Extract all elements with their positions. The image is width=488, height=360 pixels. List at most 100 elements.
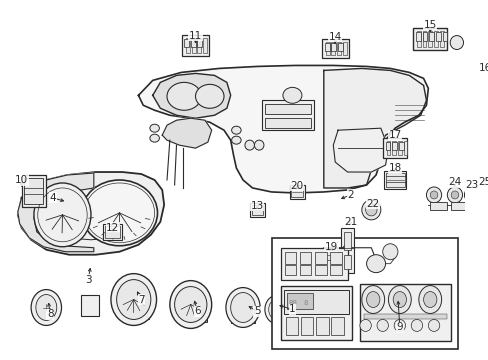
Bar — [368, 289, 426, 332]
Bar — [385, 173, 404, 187]
Bar — [281, 248, 347, 280]
Bar — [315, 252, 326, 264]
Ellipse shape — [231, 136, 241, 144]
Bar — [398, 142, 403, 150]
Ellipse shape — [477, 75, 488, 89]
Polygon shape — [333, 128, 387, 172]
Bar — [230, 300, 255, 323]
Text: 5: 5 — [253, 306, 260, 316]
Ellipse shape — [392, 292, 406, 307]
Bar — [337, 42, 342, 50]
Bar — [291, 187, 302, 197]
Ellipse shape — [81, 180, 157, 246]
Ellipse shape — [464, 187, 479, 203]
Bar — [330, 265, 341, 275]
Ellipse shape — [169, 280, 211, 328]
Ellipse shape — [283, 87, 301, 103]
Bar — [284, 289, 348, 315]
Bar — [251, 205, 263, 215]
Ellipse shape — [468, 191, 475, 199]
Ellipse shape — [36, 294, 57, 320]
Bar — [343, 232, 351, 250]
Ellipse shape — [361, 285, 384, 314]
Ellipse shape — [167, 82, 201, 110]
Bar — [386, 141, 389, 155]
Ellipse shape — [264, 296, 287, 323]
Text: 6: 6 — [194, 306, 200, 316]
Text: 23: 23 — [465, 180, 478, 190]
Bar — [363, 315, 447, 319]
Text: 18: 18 — [387, 163, 401, 173]
Ellipse shape — [365, 204, 376, 216]
Bar — [316, 318, 328, 336]
Bar — [24, 178, 43, 204]
Bar — [385, 142, 389, 150]
Polygon shape — [18, 173, 94, 252]
Ellipse shape — [361, 200, 380, 220]
Bar — [21, 175, 46, 207]
Bar — [342, 41, 346, 55]
Bar — [324, 250, 337, 260]
Bar — [439, 31, 443, 46]
Bar — [372, 315, 393, 328]
Text: 22: 22 — [366, 199, 379, 209]
Text: 4: 4 — [50, 193, 56, 203]
Polygon shape — [138, 66, 427, 193]
Bar — [391, 142, 396, 150]
Text: 25: 25 — [478, 177, 488, 187]
Ellipse shape — [404, 319, 409, 324]
Bar — [383, 171, 406, 189]
Ellipse shape — [230, 293, 255, 323]
Bar — [382, 138, 407, 158]
Bar — [203, 37, 206, 54]
Polygon shape — [323, 68, 426, 188]
Bar — [264, 104, 310, 114]
Ellipse shape — [429, 191, 437, 199]
Bar — [191, 37, 195, 54]
Text: 8: 8 — [303, 300, 307, 306]
Bar — [324, 42, 329, 50]
Bar — [300, 265, 311, 275]
Text: 10: 10 — [15, 175, 28, 185]
Text: 13: 13 — [250, 201, 264, 211]
Text: 1: 1 — [288, 305, 295, 315]
Text: 17: 17 — [387, 130, 401, 140]
Ellipse shape — [359, 319, 370, 332]
Text: 3: 3 — [84, 275, 91, 285]
Bar — [81, 294, 99, 316]
Bar — [325, 41, 329, 55]
Ellipse shape — [410, 319, 416, 324]
Text: 15: 15 — [423, 19, 436, 30]
Ellipse shape — [225, 288, 260, 328]
Text: 7: 7 — [138, 294, 144, 305]
Text: 11: 11 — [188, 31, 202, 41]
Bar — [321, 39, 348, 58]
Text: 20: 20 — [290, 181, 303, 191]
Bar — [331, 41, 335, 55]
Bar — [340, 228, 353, 273]
Ellipse shape — [393, 319, 405, 332]
Bar — [403, 141, 407, 155]
Ellipse shape — [195, 84, 224, 108]
Text: 19: 19 — [324, 242, 337, 252]
Text: 2: 2 — [346, 190, 353, 200]
Bar — [336, 41, 340, 55]
Bar — [322, 248, 339, 262]
Text: 8: 8 — [47, 310, 53, 319]
Bar — [249, 203, 264, 217]
Bar — [372, 293, 422, 311]
Ellipse shape — [244, 140, 254, 150]
Bar — [376, 297, 403, 309]
Bar — [289, 185, 304, 199]
Bar — [185, 37, 189, 54]
Bar — [472, 72, 488, 92]
Bar — [474, 75, 488, 90]
Ellipse shape — [416, 319, 422, 324]
Ellipse shape — [174, 287, 206, 323]
Bar — [176, 294, 206, 323]
Bar — [442, 32, 447, 41]
Bar — [197, 37, 201, 54]
Ellipse shape — [450, 191, 458, 199]
Bar — [428, 32, 433, 41]
Bar — [301, 318, 313, 336]
